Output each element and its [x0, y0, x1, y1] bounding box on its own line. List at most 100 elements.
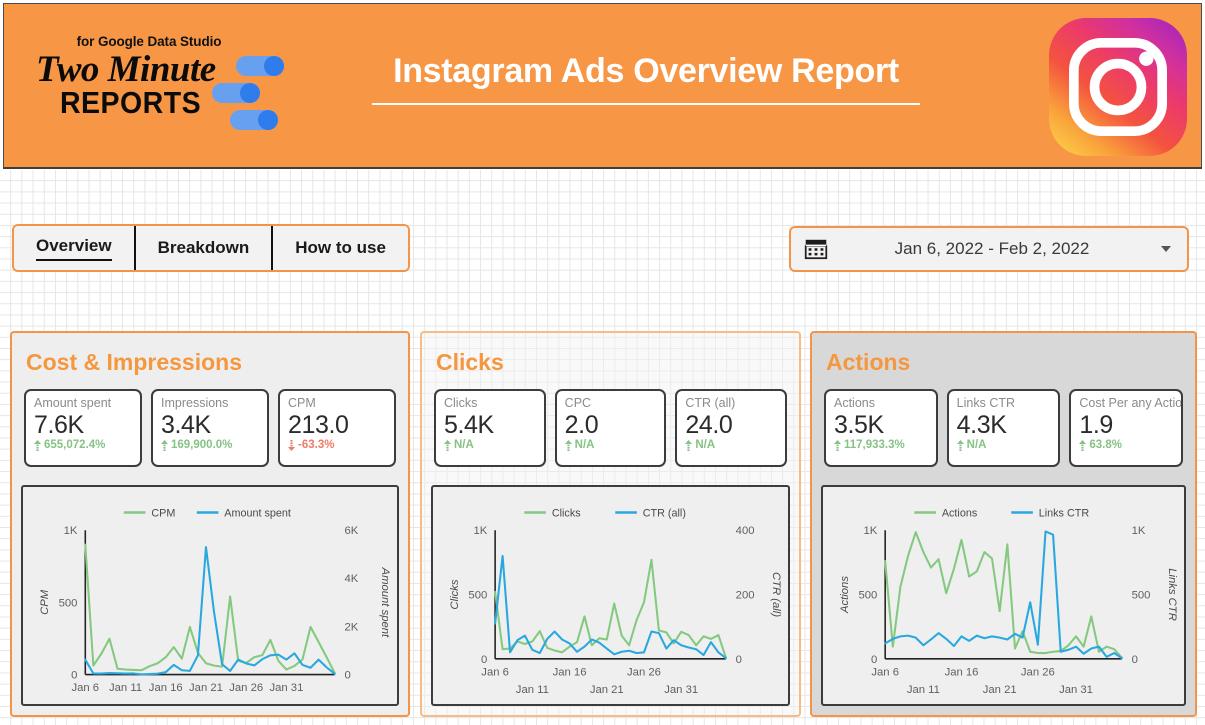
kpi-label: CPC: [564, 396, 592, 410]
kpi-label: Impressions: [161, 396, 229, 410]
date-range-picker[interactable]: Jan 6, 2022 - Feb 2, 2022: [789, 226, 1189, 272]
svg-text:0: 0: [71, 669, 77, 681]
report-header: for Google Data Studio Two Minute REPORT…: [3, 3, 1202, 169]
svg-text:CPM: CPM: [39, 589, 51, 615]
svg-text:Jan 21: Jan 21: [590, 684, 624, 696]
arrow-up-icon: [956, 440, 964, 452]
tab-overview-label: Overview: [36, 236, 112, 261]
kpi-delta-text: 63.8%: [1089, 439, 1122, 451]
svg-text:Clicks: Clicks: [449, 579, 461, 609]
kpi-card-clicks[interactable]: Clicks 5.4K N/A: [434, 389, 546, 467]
svg-text:500: 500: [468, 589, 487, 601]
svg-text:4K: 4K: [345, 573, 359, 585]
kpi-value: 4.3K: [956, 411, 1007, 439]
tab-overview[interactable]: Overview: [14, 226, 136, 270]
kpi-delta: 117,933.3%: [834, 439, 928, 453]
kpi-value: 7.6K: [34, 411, 84, 439]
kpi-card-cpc[interactable]: CPC 2.0 N/A: [554, 389, 667, 467]
tab-how-to-use[interactable]: How to use: [273, 226, 408, 270]
instagram-logo-icon: [1049, 18, 1187, 156]
kpi-delta-text: N/A: [695, 439, 716, 451]
svg-text:Actions: Actions: [942, 507, 978, 519]
svg-text:0: 0: [481, 654, 487, 666]
kpi-value: 2.0: [564, 411, 599, 439]
toggle-dots-icon: [212, 56, 284, 130]
svg-text:2K: 2K: [345, 621, 359, 633]
chevron-down-icon[interactable]: [1161, 246, 1171, 252]
brand-logo: for Google Data Studio Two Minute REPORT…: [30, 34, 290, 144]
svg-text:0: 0: [345, 669, 351, 681]
kpi-label: CPM: [288, 396, 316, 410]
title-block: Instagram Ads Overview Report: [372, 52, 920, 105]
svg-text:Amount spent: Amount spent: [379, 567, 391, 638]
kpi-card-amount-spent[interactable]: Amount spent 7.6K 655,072.4%: [24, 389, 142, 467]
kpi-delta: 63.8%: [1079, 439, 1173, 453]
kpi-row: Amount spent 7.6K 655,072.4% Impressions…: [24, 389, 396, 467]
kpi-value: 5.4K: [444, 411, 494, 439]
svg-text:Jan 6: Jan 6: [71, 682, 99, 694]
kpi-delta-text: N/A: [454, 439, 474, 451]
kpi-card-actions[interactable]: Actions 3.5K 117,933.3%: [824, 389, 938, 467]
svg-text:Jan 31: Jan 31: [664, 684, 698, 696]
svg-text:Jan 26: Jan 26: [229, 682, 263, 694]
kpi-card-ctr-all[interactable]: CTR (all) 24.0 N/A: [675, 389, 788, 467]
kpi-delta-text: -63.3%: [298, 439, 335, 451]
svg-text:1K: 1K: [473, 525, 487, 537]
arrow-up-icon: [1079, 440, 1087, 452]
kpi-label: Amount spent: [34, 396, 112, 410]
tab-breakdown[interactable]: Breakdown: [135, 226, 274, 270]
svg-text:CTR (all): CTR (all): [643, 507, 686, 519]
tab-bar: Overview Breakdown How to use: [12, 224, 410, 272]
kpi-delta: N/A: [564, 439, 657, 453]
svg-text:500: 500: [59, 597, 78, 609]
kpi-card-links-ctr[interactable]: Links CTR 4.3K N/A: [946, 389, 1061, 467]
svg-text:Jan 16: Jan 16: [553, 667, 587, 679]
kpi-label: Links CTR: [956, 396, 1016, 410]
kpi-delta-text: 117,933.3%: [844, 439, 905, 451]
svg-text:Amount spent: Amount spent: [224, 507, 291, 519]
kpi-value: 3.5K: [834, 411, 884, 439]
title-underline: [372, 103, 920, 105]
chart-cost-impressions[interactable]: CPM Amount spent 0 500 1K 0 2K 4K 6K CPM Amount sp…: [21, 485, 399, 706]
kpi-row: Clicks 5.4K N/A CPC 2.0 N/A CTR (all) 24…: [434, 389, 788, 467]
panel-title: Cost & Impressions: [26, 349, 242, 375]
svg-text:Jan 26: Jan 26: [1021, 667, 1055, 679]
logo-script-line: Two Minute: [36, 49, 216, 90]
kpi-label: Cost Per any Action: [1079, 396, 1184, 410]
svg-text:Links CTR: Links CTR: [1166, 568, 1178, 621]
svg-text:0: 0: [1132, 654, 1138, 666]
svg-text:Jan 21: Jan 21: [983, 684, 1017, 696]
arrow-up-icon: [685, 440, 693, 452]
kpi-delta: 169,900.0%: [161, 439, 259, 453]
panel-cost-impressions: Cost & Impressions Amount spent 7.6K 655…: [10, 331, 410, 717]
logo-tagline: for Google Data Studio: [76, 34, 222, 49]
svg-text:Jan 11: Jan 11: [907, 684, 940, 696]
svg-text:1K: 1K: [864, 525, 878, 537]
kpi-label: Actions: [834, 396, 875, 410]
kpi-delta: N/A: [444, 439, 536, 453]
svg-text:Jan 26: Jan 26: [627, 667, 661, 679]
kpi-delta: N/A: [956, 439, 1051, 453]
panel-title: Actions: [826, 349, 911, 375]
kpi-delta-text: 169,900.0%: [171, 439, 233, 451]
kpi-card-impressions[interactable]: Impressions 3.4K 169,900.0%: [151, 389, 269, 467]
svg-text:1K: 1K: [64, 525, 78, 537]
kpi-card-cost-per-any-action[interactable]: Cost Per any Action 1.9 63.8%: [1069, 389, 1184, 467]
chart-clicks[interactable]: Clicks CTR (all) 0 500 1K 0 200 400 Clicks CTR (a…: [431, 485, 790, 706]
kpi-card-cpm[interactable]: CPM 213.0 -63.3%: [278, 389, 396, 467]
arrow-down-icon: [288, 440, 295, 452]
svg-text:1K: 1K: [1132, 525, 1146, 537]
kpi-delta: N/A: [685, 439, 777, 453]
svg-text:0: 0: [736, 654, 742, 666]
kpi-delta: 655,072.4%: [34, 439, 132, 453]
calendar-icon: [804, 239, 828, 260]
svg-text:0: 0: [871, 654, 877, 666]
arrow-up-icon: [564, 440, 572, 452]
svg-text:Jan 11: Jan 11: [109, 682, 142, 694]
arrow-up-icon: [444, 440, 451, 452]
tab-how-to-use-label: How to use: [295, 238, 386, 257]
svg-text:CTR (all): CTR (all): [770, 572, 782, 617]
kpi-value: 1.9: [1079, 411, 1113, 439]
chart-actions[interactable]: Actions Links CTR 0 500 1K 0 500 1K Actions Links…: [821, 485, 1186, 706]
kpi-delta-text: N/A: [966, 439, 987, 451]
